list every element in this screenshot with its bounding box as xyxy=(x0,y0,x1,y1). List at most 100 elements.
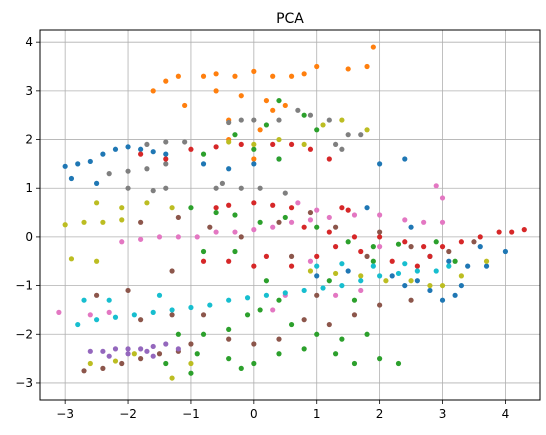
data-point xyxy=(163,185,169,191)
data-point xyxy=(56,309,62,315)
data-point xyxy=(94,292,100,298)
data-point xyxy=(163,156,169,162)
data-point xyxy=(251,146,257,152)
data-point xyxy=(163,341,169,347)
data-point xyxy=(270,307,276,313)
data-point xyxy=(446,258,452,264)
data-point xyxy=(332,141,339,148)
data-point xyxy=(351,212,358,218)
data-point xyxy=(251,227,257,233)
data-point xyxy=(270,107,276,113)
data-point xyxy=(439,244,446,250)
data-point xyxy=(364,63,370,70)
data-point xyxy=(377,356,383,362)
y-tick-label: −2 xyxy=(15,327,33,341)
data-point xyxy=(282,102,288,109)
data-point xyxy=(169,307,175,313)
data-point xyxy=(408,244,414,250)
data-point xyxy=(213,209,219,216)
data-point xyxy=(94,200,100,206)
data-point xyxy=(106,297,112,303)
data-point xyxy=(339,261,345,267)
data-point xyxy=(458,282,464,289)
data-point xyxy=(251,341,257,347)
data-point xyxy=(358,273,364,279)
data-point xyxy=(276,336,282,342)
data-point xyxy=(144,166,150,172)
x-tick-label: −1 xyxy=(182,407,200,421)
data-point xyxy=(282,190,288,196)
data-point xyxy=(119,205,125,211)
data-point xyxy=(307,209,314,216)
data-point xyxy=(288,73,295,79)
y-tick-label: 1 xyxy=(25,181,33,195)
data-point xyxy=(370,258,376,264)
data-point xyxy=(144,200,150,206)
data-point xyxy=(452,292,458,298)
data-point xyxy=(358,278,364,284)
data-point xyxy=(509,229,515,235)
data-point xyxy=(163,78,169,84)
data-point xyxy=(276,136,282,143)
data-point xyxy=(477,234,483,240)
data-point xyxy=(326,278,332,284)
data-point xyxy=(276,156,282,162)
data-point xyxy=(402,217,408,223)
data-point xyxy=(207,224,213,230)
data-point xyxy=(251,161,257,167)
data-point xyxy=(402,282,408,289)
data-point xyxy=(377,234,383,240)
data-point xyxy=(112,314,119,320)
data-point xyxy=(433,268,439,274)
data-point xyxy=(383,278,389,284)
data-point xyxy=(314,127,320,133)
data-point xyxy=(389,258,395,264)
data-point xyxy=(257,127,263,133)
data-point xyxy=(156,292,163,298)
data-point xyxy=(169,375,175,381)
data-point xyxy=(100,365,106,371)
data-point xyxy=(377,302,383,308)
data-point xyxy=(314,263,320,269)
data-point xyxy=(276,97,282,104)
y-tick-label: 3 xyxy=(25,84,33,98)
data-point xyxy=(276,117,282,123)
data-point xyxy=(138,346,144,352)
data-point xyxy=(94,317,100,323)
data-point xyxy=(395,360,402,367)
data-point xyxy=(377,273,383,279)
data-point xyxy=(219,180,225,186)
data-point xyxy=(163,151,169,157)
y-tick-label: −1 xyxy=(15,279,33,293)
data-point xyxy=(175,214,181,221)
data-point xyxy=(182,139,188,145)
data-point xyxy=(188,370,194,376)
data-point xyxy=(81,219,87,225)
data-point xyxy=(465,263,471,269)
x-tick-label: 1 xyxy=(313,407,321,421)
data-point xyxy=(150,309,156,315)
data-point xyxy=(433,239,439,245)
data-point xyxy=(276,219,282,225)
data-point xyxy=(345,132,351,138)
data-point xyxy=(263,97,270,104)
data-point xyxy=(125,168,131,174)
data-point xyxy=(263,292,270,298)
data-point xyxy=(439,297,446,303)
data-point xyxy=(156,234,163,240)
data-point xyxy=(232,212,238,218)
data-point xyxy=(150,88,156,94)
data-point xyxy=(226,119,232,126)
data-point xyxy=(169,312,175,318)
data-point xyxy=(364,205,370,211)
data-point xyxy=(194,234,200,240)
data-point xyxy=(301,71,307,77)
data-point xyxy=(471,239,477,245)
data-point xyxy=(408,278,414,284)
data-point xyxy=(351,234,358,240)
data-point xyxy=(251,360,257,367)
data-point xyxy=(301,317,307,323)
data-point xyxy=(156,351,163,357)
data-point xyxy=(276,351,282,357)
data-point xyxy=(106,171,112,177)
